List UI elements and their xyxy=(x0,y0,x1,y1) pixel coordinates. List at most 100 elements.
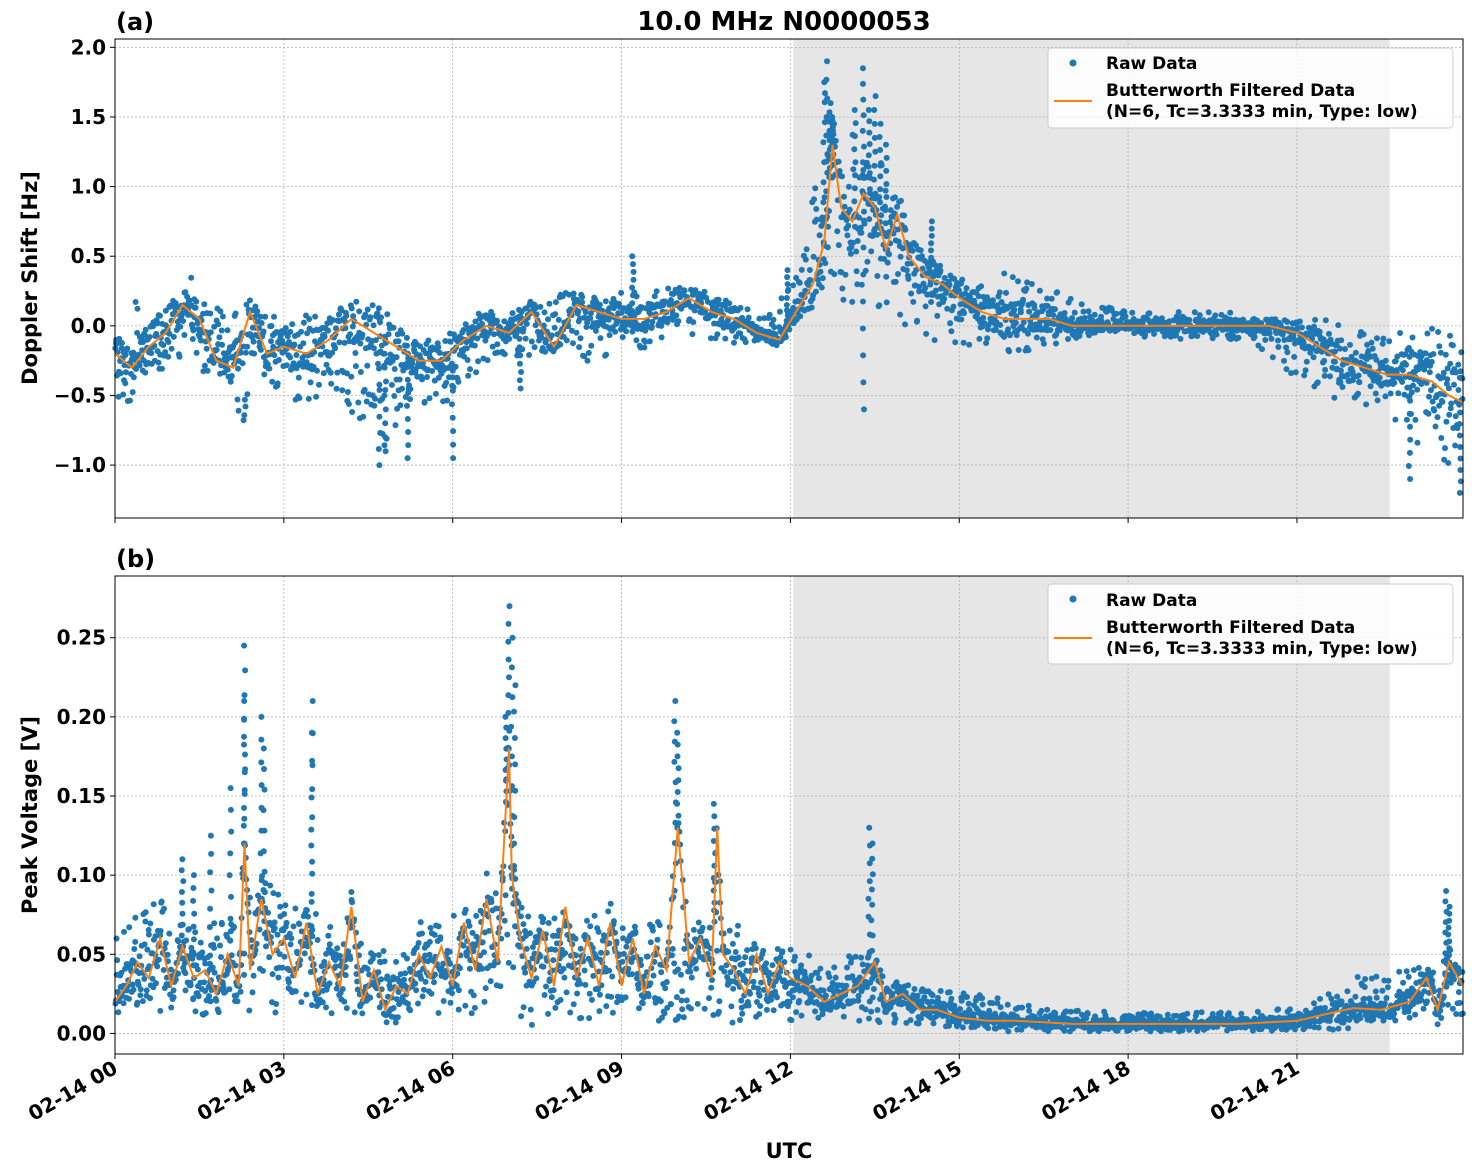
raw-data-point xyxy=(426,938,433,945)
raw-data-point xyxy=(312,313,319,320)
raw-data-point xyxy=(914,317,921,324)
raw-data-point xyxy=(619,958,626,965)
raw-data-point xyxy=(839,285,846,292)
raw-data-point xyxy=(402,970,409,977)
raw-data-point xyxy=(147,920,154,927)
raw-data-point xyxy=(450,428,457,435)
panel-a-data xyxy=(112,58,1466,496)
raw-data-point xyxy=(543,983,549,990)
raw-data-point xyxy=(688,943,695,950)
raw-data-point xyxy=(1283,366,1290,373)
raw-data-point xyxy=(239,360,246,367)
raw-data-point xyxy=(157,928,164,934)
raw-data-point xyxy=(834,228,841,235)
raw-data-point xyxy=(483,870,490,877)
raw-data-point xyxy=(231,923,237,930)
raw-data-point xyxy=(422,978,429,985)
raw-data-point xyxy=(742,339,749,346)
raw-data-point xyxy=(579,293,586,300)
raw-data-point xyxy=(329,349,336,356)
raw-data-point xyxy=(714,947,721,954)
raw-data-point xyxy=(876,134,883,140)
raw-data-point xyxy=(1451,381,1457,388)
raw-data-point xyxy=(877,120,884,127)
raw-data-point xyxy=(606,332,613,339)
raw-data-point xyxy=(1067,1008,1074,1015)
raw-data-point xyxy=(342,972,349,979)
raw-data-point xyxy=(405,363,412,370)
raw-data-point xyxy=(305,913,311,920)
raw-data-point xyxy=(375,360,381,367)
raw-data-point xyxy=(803,246,810,253)
raw-data-point xyxy=(359,1010,366,1017)
raw-data-point xyxy=(1275,344,1282,350)
raw-data-point xyxy=(252,303,259,310)
raw-data-point xyxy=(115,1009,122,1016)
raw-data-point xyxy=(381,958,388,965)
raw-data-point xyxy=(464,357,471,363)
raw-data-point xyxy=(484,357,491,364)
raw-data-point xyxy=(1352,349,1359,356)
raw-data-point xyxy=(533,975,540,982)
raw-data-point xyxy=(928,269,935,276)
raw-data-point xyxy=(630,268,637,275)
raw-data-point xyxy=(343,1005,350,1012)
raw-data-point xyxy=(1017,309,1024,316)
raw-data-point xyxy=(574,296,581,303)
raw-data-point xyxy=(596,1008,603,1015)
raw-data-point xyxy=(1407,436,1414,443)
raw-data-point xyxy=(153,330,160,337)
raw-data-point xyxy=(840,1013,847,1020)
raw-data-point xyxy=(460,942,467,949)
raw-data-point xyxy=(523,320,530,327)
raw-data-point xyxy=(551,915,558,922)
raw-data-point xyxy=(701,288,708,295)
raw-data-point xyxy=(673,312,680,319)
raw-data-point xyxy=(380,948,387,954)
raw-data-point xyxy=(745,1002,752,1009)
raw-data-point xyxy=(127,397,133,404)
raw-data-point xyxy=(1397,330,1404,336)
raw-data-point xyxy=(860,65,866,72)
raw-data-point xyxy=(883,154,890,161)
raw-data-point xyxy=(141,941,148,948)
raw-data-point xyxy=(570,1001,577,1008)
raw-data-point xyxy=(850,166,857,173)
raw-data-point xyxy=(162,307,169,314)
raw-data-point xyxy=(658,334,665,341)
raw-data-point xyxy=(1009,274,1016,281)
raw-data-point xyxy=(725,948,732,955)
raw-data-point xyxy=(168,1004,175,1011)
raw-data-point xyxy=(241,971,247,978)
raw-data-point xyxy=(226,986,233,993)
raw-data-point xyxy=(1379,340,1386,347)
raw-data-point xyxy=(603,1003,610,1010)
raw-data-point xyxy=(219,341,226,348)
raw-data-point xyxy=(597,335,604,342)
raw-data-point xyxy=(327,369,334,376)
raw-data-point xyxy=(283,919,290,926)
raw-data-point xyxy=(1405,463,1412,469)
raw-data-point xyxy=(835,158,842,165)
raw-data-point xyxy=(394,331,401,338)
raw-data-point xyxy=(1406,384,1413,391)
raw-data-point xyxy=(1456,489,1463,496)
raw-data-point xyxy=(766,969,773,976)
raw-data-point xyxy=(154,963,161,970)
raw-data-point xyxy=(853,268,860,275)
raw-data-point xyxy=(567,1009,574,1016)
raw-data-point xyxy=(455,987,462,994)
raw-data-point xyxy=(372,395,378,402)
raw-data-point xyxy=(1447,360,1454,367)
raw-data-point xyxy=(784,274,791,281)
raw-data-point xyxy=(304,330,311,337)
raw-data-point xyxy=(497,983,504,990)
raw-data-point xyxy=(952,339,959,346)
raw-data-point xyxy=(227,378,234,385)
raw-data-point xyxy=(690,926,697,933)
raw-data-point xyxy=(249,989,256,996)
raw-data-point xyxy=(609,1009,616,1016)
raw-data-point xyxy=(1281,357,1287,364)
raw-data-point xyxy=(395,338,402,345)
raw-data-point xyxy=(1067,295,1074,302)
